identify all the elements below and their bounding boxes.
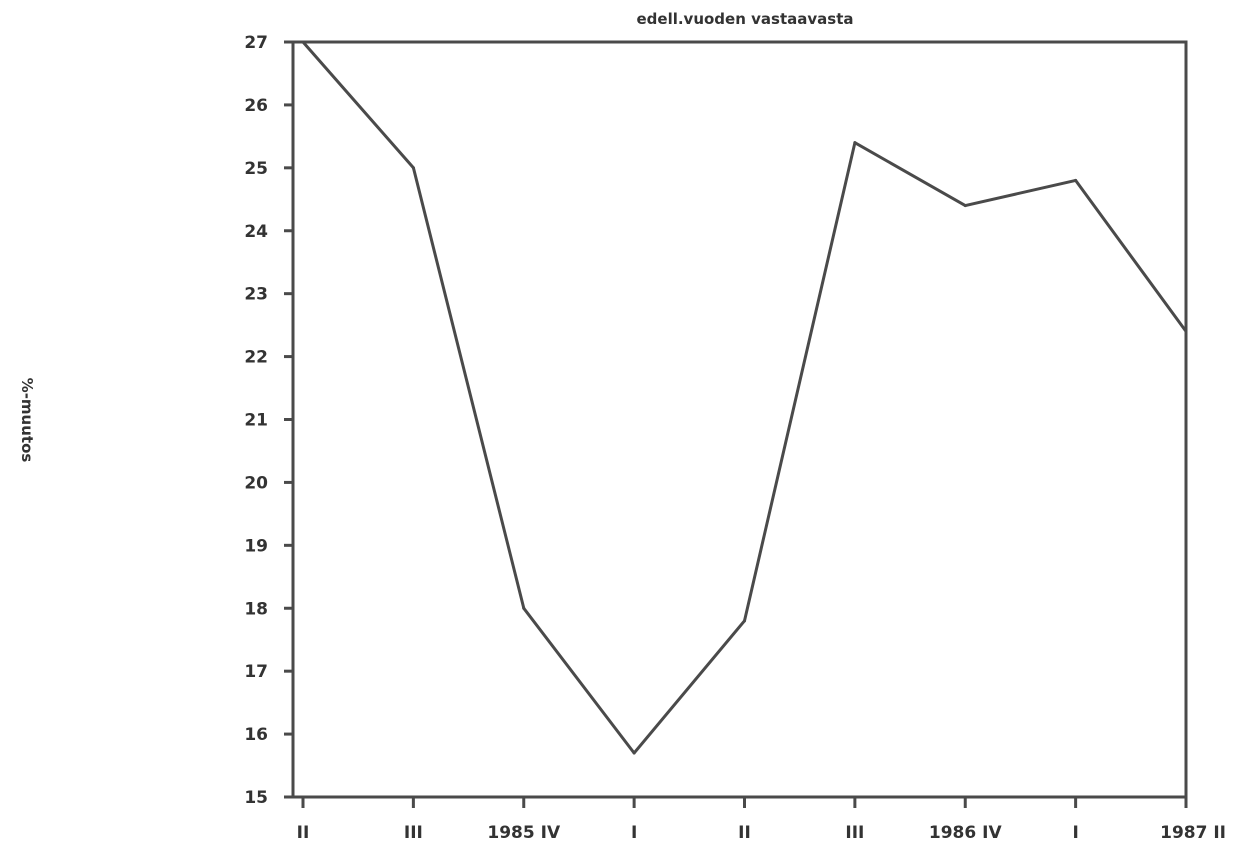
y-tick-label: 27 [244, 33, 268, 53]
data-point [1184, 329, 1188, 333]
x-tick-label: III [404, 823, 423, 843]
x-tick-label: 1985 IV [487, 823, 561, 843]
x-tick-label: II [738, 823, 751, 843]
data-series-line [301, 41, 1188, 755]
y-tick-label: 23 [244, 285, 268, 305]
y-tick-label: 22 [244, 348, 268, 368]
plot-frame [291, 40, 1188, 799]
y-tick-label: 15 [244, 788, 268, 808]
y-axis-ticks: 15 16 17 18 19 20 21 22 23 24 25 26 27 [244, 33, 294, 808]
data-point [632, 751, 636, 755]
y-tick-label: 16 [244, 725, 268, 745]
y-tick-label: 17 [244, 662, 268, 682]
data-point [853, 141, 857, 145]
data-point [1074, 178, 1078, 182]
data-point [301, 40, 305, 44]
y-tick-label: 24 [244, 222, 268, 242]
x-tick-label: II [297, 823, 310, 843]
data-point [411, 166, 415, 170]
y-tick-label: 19 [244, 536, 268, 556]
x-tick-label: 1987 II [1160, 823, 1226, 843]
data-point [522, 606, 526, 610]
x-tick-label: I [1072, 823, 1078, 843]
data-point [743, 619, 746, 623]
y-tick-label: 25 [244, 159, 268, 179]
x-tick-label: 1986 IV [929, 823, 1003, 843]
y-tick-label: 18 [244, 599, 268, 619]
x-tick-label: III [845, 823, 864, 843]
y-tick-label: 20 [244, 473, 268, 493]
x-axis-ticks: II III 1985 IV I II III 1986 IV I 1987 II [297, 796, 1226, 843]
y-tick-label: 26 [244, 96, 268, 116]
data-point [963, 204, 967, 208]
chart-title: edell.vuoden vastaavasta [636, 10, 853, 28]
x-tick-label: I [631, 823, 637, 843]
y-tick-label: 21 [244, 411, 268, 431]
data-points [301, 40, 1188, 755]
y-axis-label: %-muutos [18, 378, 36, 463]
